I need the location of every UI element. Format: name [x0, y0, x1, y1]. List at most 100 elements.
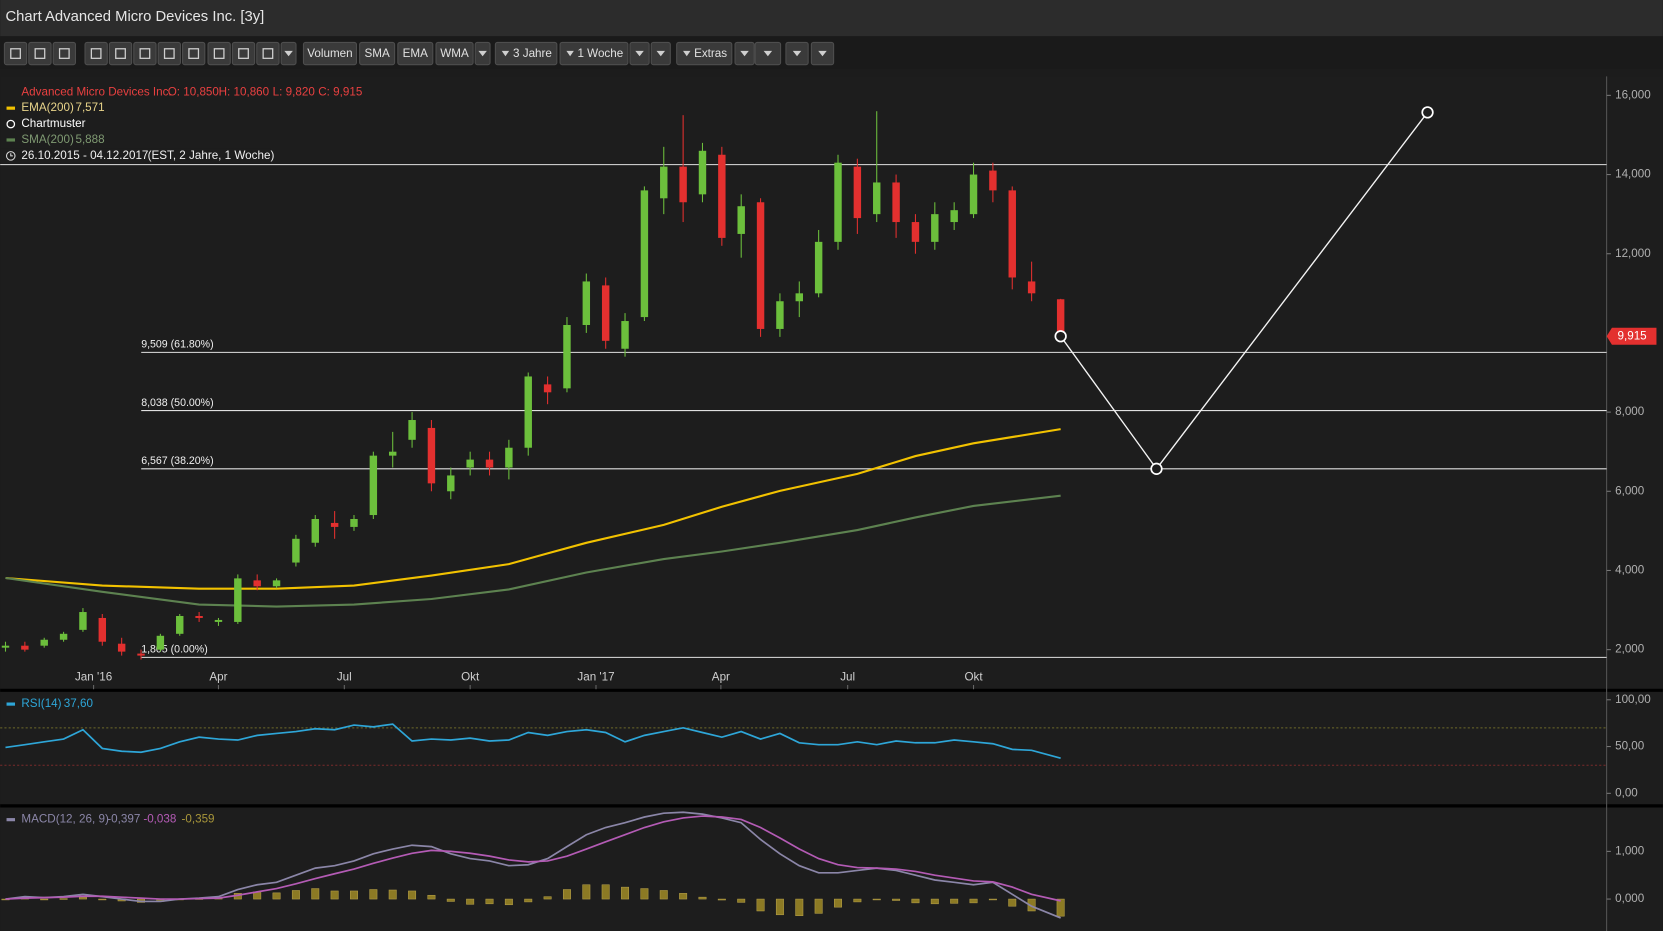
y-tick-label: 2,000: [1615, 643, 1645, 656]
candle-body: [679, 166, 687, 203]
x-tick-label: Jan '17: [577, 671, 614, 684]
toolbar-button[interactable]: [302, 41, 357, 66]
candle-body: [795, 293, 803, 302]
toolbar-button[interactable]: [108, 41, 133, 66]
histogram-bar: [1027, 898, 1036, 912]
moving-average-line: [5, 494, 1061, 608]
histogram-bar: [311, 888, 320, 900]
toolbar-button[interactable]: [676, 41, 733, 66]
histogram-bar: [1056, 898, 1065, 917]
legend-value: -0,038: [143, 813, 176, 826]
histogram-bar: [892, 898, 901, 901]
level-label: 9,509 (61.80%): [141, 339, 213, 351]
legend-label: Chartmuster: [21, 117, 85, 130]
histogram-bar: [756, 898, 765, 912]
toolbar-button[interactable]: [435, 41, 474, 66]
candle-body: [543, 384, 552, 393]
candle-body: [1, 645, 10, 648]
level-label: 6,567 (38.20%): [141, 455, 213, 467]
pattern-point: [1054, 330, 1067, 343]
toolbar-button[interactable]: [256, 41, 280, 66]
legend-value: 5,888: [75, 133, 104, 146]
legend-label: RSI(14): [21, 697, 61, 710]
pattern-point: [1421, 106, 1434, 119]
toolbar-button[interactable]: [182, 41, 206, 66]
toolbar-button-label[interactable]: Volumen: [307, 47, 352, 60]
toolbar-button-label[interactable]: 3 Jahre: [513, 47, 552, 60]
toolbar-icon: [213, 48, 225, 59]
toolbar-button[interactable]: [84, 41, 108, 66]
candle-body: [621, 321, 629, 349]
candle-body: [369, 455, 378, 516]
candle-body: [911, 222, 920, 242]
toolbar-button[interactable]: [397, 41, 434, 66]
candle-body: [873, 182, 881, 215]
candle-body: [814, 241, 823, 294]
toolbar-button[interactable]: [28, 41, 52, 66]
candle-body: [505, 447, 513, 468]
y-tick-label: 6,000: [1615, 484, 1645, 497]
toolbar-button-label[interactable]: WMA: [440, 47, 469, 60]
toolbar-button[interactable]: [494, 41, 558, 66]
histogram-bar: [78, 896, 87, 900]
toolbar-button[interactable]: [559, 41, 629, 66]
toolbar-button[interactable]: [52, 41, 76, 66]
y-tick-label: 1,000: [1615, 844, 1645, 857]
candle-body: [427, 427, 436, 484]
histogram-bar: [853, 898, 862, 903]
toolbar-button-label[interactable]: EMA: [403, 47, 428, 60]
indicator-line: [5, 815, 1061, 902]
candle-body: [853, 166, 862, 219]
candle-body: [234, 578, 242, 622]
y-tick-label: 8,000: [1615, 405, 1645, 418]
histogram-bar: [969, 898, 978, 904]
histogram-bar: [504, 898, 513, 906]
legend-value: 7,571: [75, 101, 104, 114]
histogram-bar: [466, 898, 475, 905]
toolbar-button[interactable]: [207, 41, 231, 66]
window-title: Chart Advanced Micro Devices Inc. [3y]: [5, 9, 264, 25]
candle-body: [640, 190, 649, 318]
y-tick-label: 100,00: [1615, 693, 1651, 706]
candle-body: [892, 182, 900, 223]
toolbar-button[interactable]: [133, 41, 157, 66]
histogram-bar: [330, 890, 339, 900]
toolbar-button[interactable]: [359, 41, 396, 66]
histogram-bar: [814, 898, 823, 914]
level-label: 8,038 (50.00%): [141, 397, 213, 409]
histogram-bar: [543, 896, 552, 900]
toolbar-button[interactable]: [3, 41, 28, 66]
x-tick-label: Jan '16: [75, 671, 112, 684]
histogram-bar: [1008, 898, 1017, 907]
histogram-bar: [291, 890, 300, 900]
histogram-bar: [272, 892, 281, 900]
toolbar-button[interactable]: [157, 41, 181, 66]
legend-label: SMA(200): [21, 133, 74, 146]
legend-icon: [6, 151, 16, 161]
candle-body: [931, 214, 939, 242]
indicator-line: [5, 723, 1061, 759]
toolbar-icon: [478, 50, 487, 57]
x-tick-label: Apr: [209, 671, 227, 684]
legend-title: Advanced Micro Devices Inc.: [21, 85, 171, 98]
candle-body: [1027, 281, 1036, 294]
toolbar-button[interactable]: [231, 41, 256, 66]
histogram-bar: [679, 893, 688, 900]
candle-body: [660, 166, 668, 199]
y-tick-label: 0,00: [1615, 786, 1638, 799]
toolbar-button-label[interactable]: Extras: [694, 47, 727, 60]
chart-area: [0, 76, 1663, 931]
toolbar-icon: [792, 50, 802, 57]
legend-value: 37,60: [64, 697, 94, 710]
candle-body: [79, 612, 87, 630]
candle-body: [834, 162, 842, 242]
toolbar-button-label[interactable]: SMA: [365, 47, 390, 60]
title-bar: [0, 0, 1663, 37]
candle-body: [253, 580, 261, 587]
candle-body: [21, 645, 29, 650]
histogram-bar: [621, 886, 630, 900]
candle-body: [330, 522, 339, 527]
toolbar-icon: [90, 48, 102, 59]
toolbar-button-label[interactable]: 1 Woche: [577, 47, 623, 60]
